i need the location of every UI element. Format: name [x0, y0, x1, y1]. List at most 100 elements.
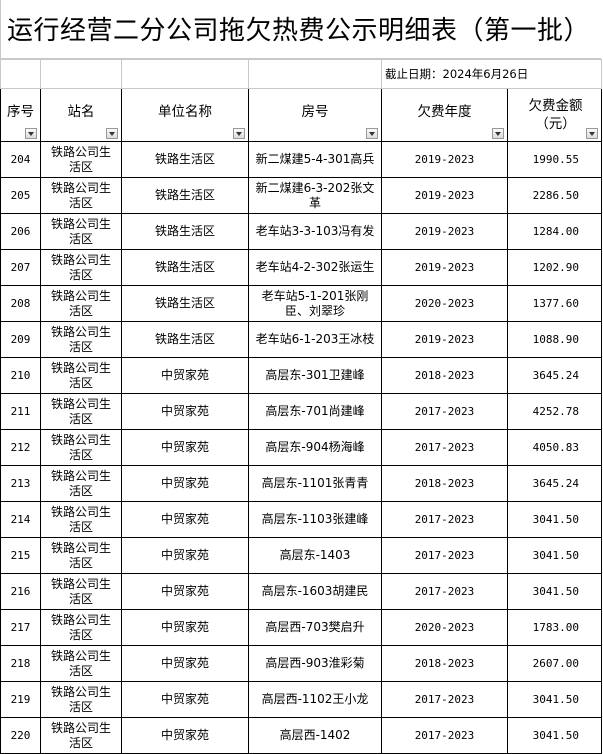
cell-unit[interactable]: 中贸家苑 — [121, 609, 249, 646]
cutoff-date[interactable]: 截止日期：2024年6月26日 — [381, 59, 602, 89]
cell-no[interactable]: 210 — [0, 357, 41, 394]
cell-no[interactable]: 220 — [0, 717, 41, 754]
cell-no[interactable]: 216 — [0, 573, 41, 610]
cell-room[interactable]: 高层东-1403 — [248, 537, 382, 574]
cell-station[interactable]: 铁路公司生活区 — [40, 573, 122, 610]
filter-dropdown-icon[interactable] — [586, 128, 598, 139]
cell-amount[interactable]: 4252.78 — [507, 393, 602, 430]
cell-amount[interactable]: 4050.83 — [507, 429, 602, 466]
header-unit[interactable]: 单位名称 — [121, 88, 249, 142]
cell-years[interactable]: 2017-2023 — [381, 573, 508, 610]
cell-station[interactable]: 铁路公司生活区 — [40, 285, 122, 322]
cell-years[interactable]: 2017-2023 — [381, 429, 508, 466]
cell-years[interactable]: 2018-2023 — [381, 645, 508, 682]
cell-no[interactable]: 218 — [0, 645, 41, 682]
cell-amount[interactable]: 3645.24 — [507, 357, 602, 394]
cell-room[interactable]: 高层东-701尚建峰 — [248, 393, 382, 430]
cell-amount[interactable]: 3041.50 — [507, 537, 602, 574]
cell-room[interactable]: 老车站4-2-302张运生 — [248, 249, 382, 286]
cell-room[interactable]: 老车站6-1-203王冰枝 — [248, 321, 382, 358]
cell-room[interactable]: 新二煤建5-4-301高兵 — [248, 141, 382, 178]
cell-no[interactable]: 214 — [0, 501, 41, 538]
cell-station[interactable]: 铁路公司生活区 — [40, 393, 122, 430]
cell-years[interactable]: 2018-2023 — [381, 357, 508, 394]
cell-years[interactable]: 2017-2023 — [381, 393, 508, 430]
empty-cell[interactable] — [248, 59, 382, 89]
header-room[interactable]: 房号 — [248, 88, 382, 142]
cell-years[interactable]: 2019-2023 — [381, 321, 508, 358]
cell-room[interactable]: 老车站5-1-201张刚臣、刘翠珍 — [248, 285, 382, 322]
cell-unit[interactable]: 中贸家苑 — [121, 573, 249, 610]
cell-station[interactable]: 铁路公司生活区 — [40, 501, 122, 538]
cell-no[interactable]: 211 — [0, 393, 41, 430]
cell-amount[interactable]: 1377.60 — [507, 285, 602, 322]
header-station[interactable]: 站名 — [40, 88, 122, 142]
cell-years[interactable]: 2017-2023 — [381, 537, 508, 574]
cell-station[interactable]: 铁路公司生活区 — [40, 465, 122, 502]
cell-room[interactable]: 高层东-904杨海峰 — [248, 429, 382, 466]
cell-no[interactable]: 208 — [0, 285, 41, 322]
cell-station[interactable]: 铁路公司生活区 — [40, 357, 122, 394]
cell-no[interactable]: 213 — [0, 465, 41, 502]
cell-unit[interactable]: 铁路生活区 — [121, 285, 249, 322]
cell-station[interactable]: 铁路公司生活区 — [40, 609, 122, 646]
cell-amount[interactable]: 1990.55 — [507, 141, 602, 178]
cell-unit[interactable]: 中贸家苑 — [121, 717, 249, 754]
cell-years[interactable]: 2019-2023 — [381, 249, 508, 286]
cell-no[interactable]: 217 — [0, 609, 41, 646]
cell-station[interactable]: 铁路公司生活区 — [40, 321, 122, 358]
cell-room[interactable]: 老车站3-3-103冯有发 — [248, 213, 382, 250]
cell-no[interactable]: 206 — [0, 213, 41, 250]
cell-no[interactable]: 219 — [0, 681, 41, 718]
cell-years[interactable]: 2017-2023 — [381, 681, 508, 718]
cell-no[interactable]: 204 — [0, 141, 41, 178]
cell-amount[interactable]: 1088.90 — [507, 321, 602, 358]
cell-years[interactable]: 2020-2023 — [381, 609, 508, 646]
cell-amount[interactable]: 3041.50 — [507, 573, 602, 610]
cell-years[interactable]: 2018-2023 — [381, 465, 508, 502]
cell-unit[interactable]: 中贸家苑 — [121, 681, 249, 718]
filter-dropdown-icon[interactable] — [233, 128, 245, 139]
empty-cell[interactable] — [40, 59, 122, 89]
cell-unit[interactable]: 中贸家苑 — [121, 393, 249, 430]
cell-room[interactable]: 新二煤建6-3-202张文革 — [248, 177, 382, 214]
cell-unit[interactable]: 铁路生活区 — [121, 321, 249, 358]
cell-years[interactable]: 2019-2023 — [381, 213, 508, 250]
cell-unit[interactable]: 中贸家苑 — [121, 501, 249, 538]
cell-unit[interactable]: 中贸家苑 — [121, 357, 249, 394]
cell-amount[interactable]: 3041.50 — [507, 717, 602, 754]
cell-unit[interactable]: 中贸家苑 — [121, 537, 249, 574]
cell-station[interactable]: 铁路公司生活区 — [40, 717, 122, 754]
cell-years[interactable]: 2019-2023 — [381, 141, 508, 178]
cell-unit[interactable]: 中贸家苑 — [121, 645, 249, 682]
cell-room[interactable]: 高层东-1603胡建民 — [248, 573, 382, 610]
filter-dropdown-icon[interactable] — [25, 128, 37, 139]
cell-unit[interactable]: 中贸家苑 — [121, 465, 249, 502]
cell-station[interactable]: 铁路公司生活区 — [40, 645, 122, 682]
cell-unit[interactable]: 铁路生活区 — [121, 177, 249, 214]
cell-amount[interactable]: 3041.50 — [507, 681, 602, 718]
header-no[interactable]: 序号 — [0, 88, 41, 142]
cell-unit[interactable]: 铁路生活区 — [121, 249, 249, 286]
cell-station[interactable]: 铁路公司生活区 — [40, 249, 122, 286]
filter-dropdown-icon[interactable] — [106, 128, 118, 139]
cell-no[interactable]: 212 — [0, 429, 41, 466]
filter-dropdown-icon[interactable] — [366, 128, 378, 139]
filter-dropdown-icon[interactable] — [492, 128, 504, 139]
cell-no[interactable]: 207 — [0, 249, 41, 286]
cell-years[interactable]: 2020-2023 — [381, 285, 508, 322]
cell-amount[interactable]: 1783.00 — [507, 609, 602, 646]
cell-no[interactable]: 209 — [0, 321, 41, 358]
cell-room[interactable]: 高层东-301卫建峰 — [248, 357, 382, 394]
cell-unit[interactable]: 铁路生活区 — [121, 213, 249, 250]
cell-amount[interactable]: 2607.00 — [507, 645, 602, 682]
header-years[interactable]: 欠费年度 — [381, 88, 508, 142]
cell-station[interactable]: 铁路公司生活区 — [40, 177, 122, 214]
cell-station[interactable]: 铁路公司生活区 — [40, 537, 122, 574]
cell-years[interactable]: 2017-2023 — [381, 501, 508, 538]
cell-unit[interactable]: 铁路生活区 — [121, 141, 249, 178]
cell-years[interactable]: 2019-2023 — [381, 177, 508, 214]
cell-room[interactable]: 高层西-903淮彩菊 — [248, 645, 382, 682]
cell-amount[interactable]: 3041.50 — [507, 501, 602, 538]
cell-years[interactable]: 2017-2023 — [381, 717, 508, 754]
